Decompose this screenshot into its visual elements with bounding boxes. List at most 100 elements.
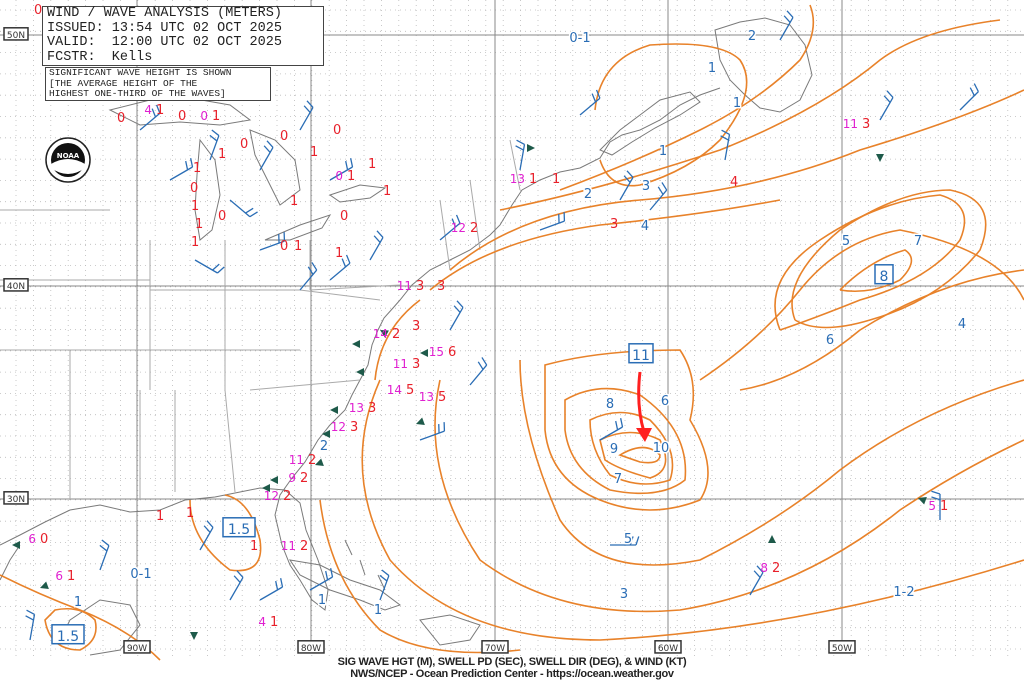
swell-height-value: 13	[419, 390, 434, 404]
note-line: [THE AVERAGE HEIGHT OF THE	[49, 77, 198, 89]
swell-period-value: 1	[270, 615, 278, 630]
wind-barb-feather	[307, 266, 314, 275]
contour-line	[774, 194, 966, 331]
swell-period-value: 1	[191, 199, 199, 214]
wind-barb-feather	[657, 186, 664, 195]
swell-period-value: 1	[186, 506, 194, 521]
wind-barb-feather	[26, 609, 35, 615]
wind-barb-feather	[477, 361, 484, 370]
yucatan	[59, 599, 141, 656]
contour-line	[589, 411, 674, 485]
mexico-coast	[0, 544, 21, 581]
swell-period-value: 0	[240, 137, 248, 152]
wind-barb-staff	[469, 364, 488, 386]
swell-period-value: 0	[333, 123, 341, 138]
wind-barb-feather	[623, 175, 631, 183]
swell-period-value: 6	[448, 345, 456, 360]
wind-barb-feather	[626, 170, 634, 178]
wind-barb-feather	[595, 89, 601, 99]
contour-label: 10	[653, 441, 670, 456]
contour-line	[839, 249, 913, 293]
longitude-label: 50W	[828, 640, 856, 654]
wind-barb	[259, 578, 284, 601]
arrowhead-icon	[190, 632, 198, 640]
wind-barb	[299, 100, 314, 131]
swell-period-value: 5	[438, 390, 446, 405]
contour-label: 1	[659, 144, 667, 159]
arrowhead-icon	[768, 535, 776, 543]
longitude-label: 60W	[654, 640, 682, 654]
wind-barb	[515, 139, 526, 171]
latitude-label-box	[3, 491, 29, 505]
contour-line	[544, 349, 709, 511]
contour-line	[519, 359, 1024, 566]
swell-direction-arrow	[527, 144, 535, 152]
max-wave-height-box-box	[222, 517, 256, 538]
swell-period-value: 1	[383, 184, 391, 199]
swell-period-value: 1	[156, 103, 164, 118]
swell-period-value: 2	[470, 221, 478, 236]
longitude-label-text: 80W	[301, 644, 321, 654]
wind-barb-staff	[579, 97, 601, 116]
wind-barb-feather	[101, 539, 110, 547]
wind-barb-feather	[615, 420, 619, 430]
lake-michigan	[194, 138, 221, 241]
newfoundland	[714, 17, 813, 113]
wind-barb	[199, 520, 214, 551]
arrowhead-icon	[380, 330, 389, 338]
wind-barb-staff	[649, 189, 668, 211]
wind-barb-feather	[330, 568, 334, 578]
wind-barb	[379, 569, 390, 601]
longitude-label-text: 50W	[832, 644, 852, 654]
max-wave-height-box-text: 11	[632, 348, 650, 364]
wind-barb-feather	[661, 182, 668, 191]
swell-direction-arrow	[380, 330, 389, 338]
swell-period-value: 1	[250, 539, 258, 554]
logo-text: NOAA	[57, 152, 80, 160]
wind-barb-feather	[212, 263, 220, 271]
contour-label: 1	[74, 595, 82, 610]
swell-period-value: 1	[218, 147, 226, 162]
contour-label: 1-2	[893, 585, 914, 600]
swell-height-value: 15	[429, 345, 444, 359]
swell-height-value: 9	[288, 471, 296, 485]
footer-legend: SIG WAVE HGT (M), SWELL PD (SEC), SWELL …	[337, 656, 687, 668]
wind-barb-staff	[879, 97, 894, 121]
swell-height-value: 0	[200, 109, 208, 123]
wind-barb-staff	[299, 107, 314, 131]
swell-height-value: 11	[289, 453, 304, 467]
wind-barb	[539, 212, 566, 231]
wind-barb-feather	[635, 536, 640, 546]
wind-barb	[619, 170, 634, 201]
swell-period-value: 1	[529, 172, 537, 187]
contour-label: 3	[642, 179, 650, 194]
swell-height-value: 0	[335, 169, 343, 183]
swell-period-value: 0	[280, 239, 288, 254]
wind-barb-feather	[753, 570, 761, 578]
wind-barb-staff	[379, 575, 390, 601]
issued-time: ISSUED: 13:54 UTC 02 OCT 2025	[47, 20, 282, 36]
swell-period-value: 2	[300, 471, 308, 486]
latitude-label: 50N	[3, 27, 29, 41]
swell-period-value: 2	[772, 561, 780, 576]
swell-period-value: 0	[218, 209, 226, 224]
swell-period-value: 0	[340, 209, 348, 224]
wind-barb-staff	[599, 426, 623, 441]
swell-direction-arrow	[40, 581, 49, 590]
swell-period-value: 0	[178, 109, 186, 124]
swell-direction-arrow	[330, 406, 338, 414]
wind-barb-feather	[341, 258, 347, 268]
wind-barb-staff	[199, 527, 214, 551]
us-east-coast	[0, 87, 721, 611]
wind-barb	[299, 262, 318, 291]
wind-barb-staff	[439, 222, 461, 241]
longitude-label-box	[828, 640, 856, 654]
wind-barb-feather	[455, 214, 461, 224]
latitude-label-box	[3, 278, 29, 292]
wind-barb	[329, 254, 351, 281]
longitude-label-box	[123, 640, 151, 654]
swell-period-value: 1	[67, 569, 75, 584]
swell-height-value: 13	[349, 401, 364, 415]
contour-label: 1	[733, 96, 741, 111]
